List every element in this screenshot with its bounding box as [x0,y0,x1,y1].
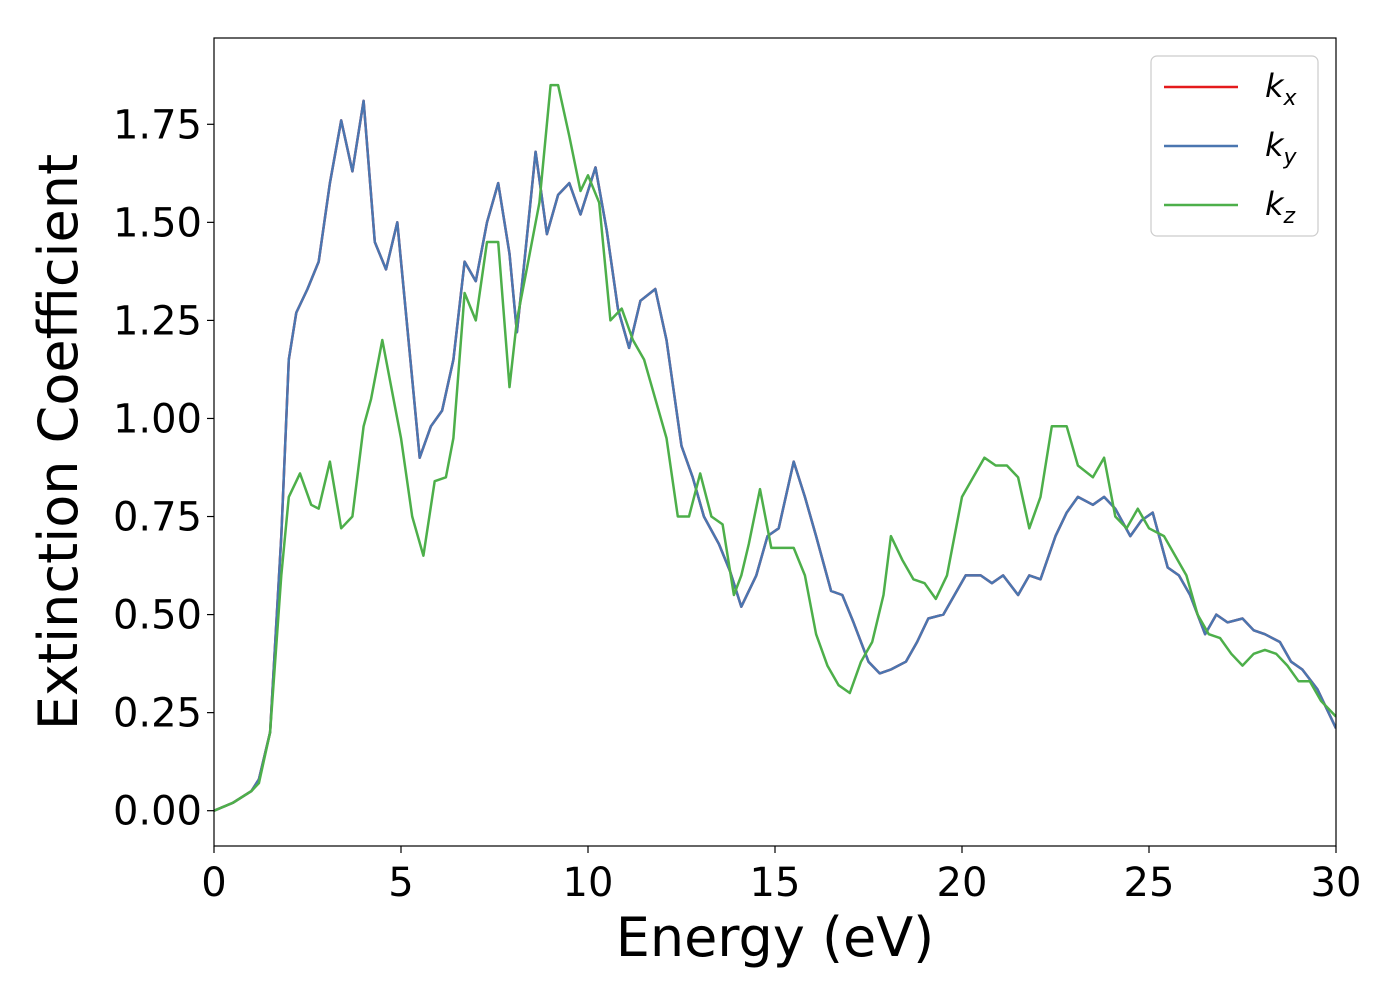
y-tick-label: 1.00 [113,396,202,442]
x-tick-label: 20 [937,860,988,906]
legend-label-y: ky [1265,126,1298,170]
y-tick-label: 0.25 [113,691,202,737]
x-tick-label: 25 [1124,860,1175,906]
y-tick-label: 1.75 [113,102,202,148]
x-axis-title: Energy (eV) [616,906,935,969]
y-tick-label: 1.50 [113,200,202,246]
y-axis-ticks: 0.00 0.25 0.50 0.75 1.00 1.25 1.50 1.75 [113,102,214,835]
legend-label-z: kz [1265,185,1296,229]
series-layer [214,83,1336,812]
x-tick-label: 15 [750,860,801,906]
series-line-y [214,99,1336,812]
y-tick-label: 0.50 [113,593,202,639]
legend-label-x: kx [1265,67,1298,111]
x-axis-ticks: 0 5 10 15 20 25 30 [201,846,1361,906]
y-tick-label: 0.00 [113,789,202,835]
x-tick-label: 10 [563,860,614,906]
y-axis-title: Extinction Coefficient [27,154,90,730]
legend: kx ky kz [1150,55,1319,237]
series-line-z [214,83,1336,812]
x-tick-label: 30 [1311,860,1362,906]
y-tick-label: 0.75 [113,495,202,541]
x-tick-label: 5 [388,860,413,906]
x-tick-label: 0 [201,860,226,906]
y-tick-label: 1.25 [113,298,202,344]
